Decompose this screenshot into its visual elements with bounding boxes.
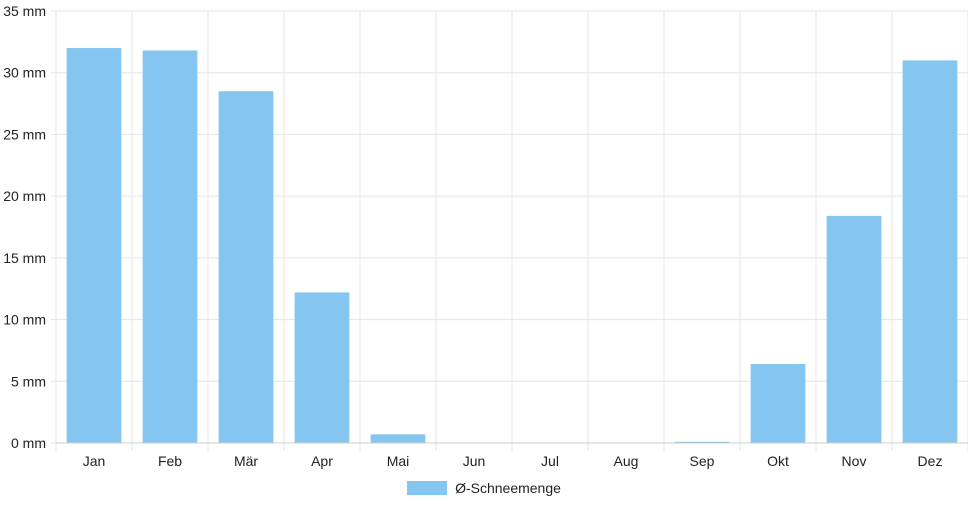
legend[interactable]: Ø-Schneemenge [0,480,968,496]
x-tick-label: Jan [83,453,106,469]
bar-nov [826,215,882,443]
y-tick-label: 10 mm [3,312,46,328]
bar-mai [370,434,426,443]
grid-lines [51,10,968,451]
y-tick-label: 15 mm [3,250,46,266]
bar-mär [218,91,274,443]
x-tick-label: Okt [767,453,789,469]
bar-sep [674,441,730,443]
x-tick-label: Aug [614,453,639,469]
y-tick-label: 25 mm [3,126,46,142]
x-tick-label: Apr [311,453,333,469]
x-tick-label: Mär [234,453,258,469]
x-tick-label: Feb [158,453,182,469]
legend-label: Ø-Schneemenge [455,480,561,496]
x-tick-label: Jul [541,453,559,469]
x-tick-label: Mai [387,453,410,469]
y-tick-label: 5 mm [11,373,46,389]
bar-dez [902,60,958,443]
axes: 0 mm 5 mm 10 mm 15 mm 20 mm 25 mm 30 mm 35 mm Ja… [3,3,968,469]
legend-swatch [407,481,448,495]
y-tick-label: 35 mm [3,3,46,19]
y-tick-label: 20 mm [3,188,46,204]
bar-okt [750,364,806,443]
bar-series [66,48,958,444]
x-tick-label: Jun [463,453,486,469]
x-tick-label: Sep [690,453,715,469]
y-tick-label: 30 mm [3,65,46,81]
x-tick-label: Nov [842,453,867,469]
bar-jan [66,48,122,444]
bar-apr [294,292,350,443]
y-tick-label: 0 mm [11,435,46,451]
x-tick-label: Dez [918,453,943,469]
bar-feb [142,50,198,444]
